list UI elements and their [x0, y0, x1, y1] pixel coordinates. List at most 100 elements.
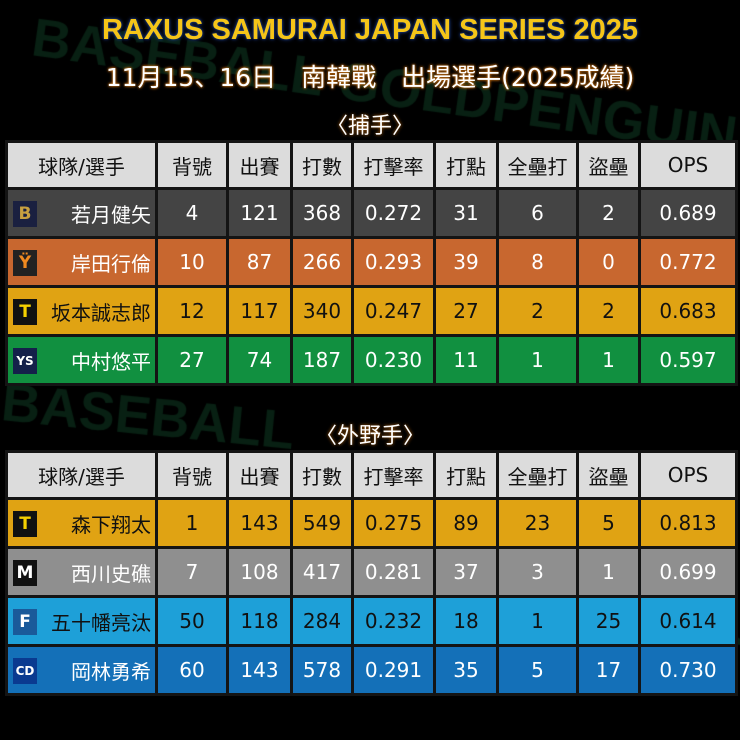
at-bats-cell: 340 [290, 285, 354, 337]
column-header-batting-average: 打擊率 [351, 450, 436, 500]
player-name: 岡林勇希 [71, 659, 151, 684]
rbi-cell: 27 [433, 285, 499, 337]
dragons-logo-icon: CD [13, 658, 37, 684]
ops-cell: 0.683 [638, 285, 738, 337]
at-bats-cell: 368 [290, 187, 354, 239]
ops-cell: 0.699 [638, 546, 738, 598]
home-runs-cell: 3 [496, 546, 579, 598]
section-label-catchers: 〈捕手〉 [325, 114, 414, 139]
at-bats-cell: 266 [290, 236, 354, 288]
table-row: B 若月健矢 4 121 368 0.272 31 6 2 0.689 [5, 187, 738, 239]
player-cell: M 西川史礁 [5, 546, 158, 598]
giants-logo-icon: Ÿ [13, 250, 37, 276]
header-row: 球隊/選手 背號 出賽 打數 打擊率 打點 全壘打 盜壘 OPS [5, 450, 738, 500]
column-header-team-player: 球隊/選手 [5, 450, 158, 500]
column-header-ops: OPS [638, 450, 738, 500]
tigers-logo-icon: T [13, 511, 37, 537]
ops-cell: 0.597 [638, 334, 738, 386]
games-cell: 74 [226, 334, 293, 386]
table-row: YS 中村悠平 27 74 187 0.230 11 1 1 0.597 [5, 334, 738, 386]
column-header-rbi: 打點 [433, 450, 499, 500]
fighters-logo-icon: F [13, 609, 37, 635]
player-cell: YS 中村悠平 [5, 334, 158, 386]
home-runs-cell: 2 [496, 285, 579, 337]
column-header-games: 出賽 [226, 450, 293, 500]
stolen-bases-cell: 1 [576, 546, 641, 598]
page-subtitle: 11月15、16日 南韓戰 出場選手(2025成績) [105, 63, 635, 92]
games-cell: 118 [226, 595, 293, 647]
at-bats-cell: 417 [290, 546, 354, 598]
tigers-logo-icon: T [13, 299, 37, 325]
ops-cell: 0.730 [638, 644, 738, 696]
column-header-batting-average: 打擊率 [351, 140, 436, 190]
table-row: CD 岡林勇希 60 143 578 0.291 35 5 17 0.730 [5, 644, 738, 696]
batting-average-cell: 0.230 [351, 334, 436, 386]
catchers-table: 球隊/選手 背號 出賽 打數 打擊率 打點 全壘打 盜壘 OPS B 若月健矢 4 121 368 0.27… [5, 140, 738, 386]
home-runs-cell: 1 [496, 595, 579, 647]
batting-average-cell: 0.281 [351, 546, 436, 598]
stolen-bases-cell: 0 [576, 236, 641, 288]
table-row: T 森下翔太 1 143 549 0.275 89 23 5 0.813 [5, 497, 738, 549]
games-cell: 143 [226, 644, 293, 696]
home-runs-cell: 1 [496, 334, 579, 386]
stolen-bases-cell: 2 [576, 187, 641, 239]
section-label-outfielders: 〈外野手〉 [314, 424, 425, 449]
batting-average-cell: 0.275 [351, 497, 436, 549]
stolen-bases-cell: 1 [576, 334, 641, 386]
rbi-cell: 89 [433, 497, 499, 549]
player-name: 坂本誠志郎 [51, 300, 151, 325]
player-cell: T 森下翔太 [5, 497, 158, 549]
page-title: RAXUS SAMURAI JAPAN SERIES 2025 [101, 14, 639, 46]
column-header-number: 背號 [155, 450, 229, 500]
column-header-stolen-bases: 盜壘 [576, 450, 641, 500]
column-header-ops: OPS [638, 140, 738, 190]
games-cell: 121 [226, 187, 293, 239]
games-cell: 143 [226, 497, 293, 549]
batting-average-cell: 0.272 [351, 187, 436, 239]
table-row: M 西川史礁 7 108 417 0.281 37 3 1 0.699 [5, 546, 738, 598]
rbi-cell: 31 [433, 187, 499, 239]
player-cell: B 若月健矢 [5, 187, 158, 239]
player-cell: F 五十幡亮汰 [5, 595, 158, 647]
at-bats-cell: 578 [290, 644, 354, 696]
batting-average-cell: 0.293 [351, 236, 436, 288]
buffaloes-logo-icon: B [13, 201, 37, 227]
column-header-home-runs: 全壘打 [496, 140, 579, 190]
number-cell: 27 [155, 334, 229, 386]
number-cell: 60 [155, 644, 229, 696]
column-header-stolen-bases: 盜壘 [576, 140, 641, 190]
player-name: 若月健矢 [71, 202, 151, 227]
header-row: 球隊/選手 背號 出賽 打數 打擊率 打點 全壘打 盜壘 OPS [5, 140, 738, 190]
ops-cell: 0.813 [638, 497, 738, 549]
number-cell: 50 [155, 595, 229, 647]
stolen-bases-cell: 17 [576, 644, 641, 696]
at-bats-cell: 187 [290, 334, 354, 386]
table-row: F 五十幡亮汰 50 118 284 0.232 18 1 25 0.614 [5, 595, 738, 647]
table-row: T 坂本誠志郎 12 117 340 0.247 27 2 2 0.683 [5, 285, 738, 337]
batting-average-cell: 0.291 [351, 644, 436, 696]
outfielders-table: 球隊/選手 背號 出賽 打數 打擊率 打點 全壘打 盜壘 OPS T 森下翔太 1 143 549 0.27… [5, 450, 738, 696]
number-cell: 12 [155, 285, 229, 337]
rbi-cell: 39 [433, 236, 499, 288]
player-name: 森下翔太 [71, 512, 151, 537]
player-name: 岸田行倫 [71, 251, 151, 276]
rbi-cell: 37 [433, 546, 499, 598]
table-row: Ÿ 岸田行倫 10 87 266 0.293 39 8 0 0.772 [5, 236, 738, 288]
rbi-cell: 35 [433, 644, 499, 696]
marines-logo-icon: M [13, 560, 37, 586]
player-name: 五十幡亮汰 [51, 610, 151, 635]
player-name: 中村悠平 [71, 349, 151, 374]
stolen-bases-cell: 25 [576, 595, 641, 647]
stolen-bases-cell: 2 [576, 285, 641, 337]
games-cell: 117 [226, 285, 293, 337]
rbi-cell: 18 [433, 595, 499, 647]
home-runs-cell: 5 [496, 644, 579, 696]
player-cell: Ÿ 岸田行倫 [5, 236, 158, 288]
home-runs-cell: 23 [496, 497, 579, 549]
at-bats-cell: 549 [290, 497, 354, 549]
number-cell: 10 [155, 236, 229, 288]
batting-average-cell: 0.247 [351, 285, 436, 337]
number-cell: 7 [155, 546, 229, 598]
ops-cell: 0.772 [638, 236, 738, 288]
rbi-cell: 11 [433, 334, 499, 386]
